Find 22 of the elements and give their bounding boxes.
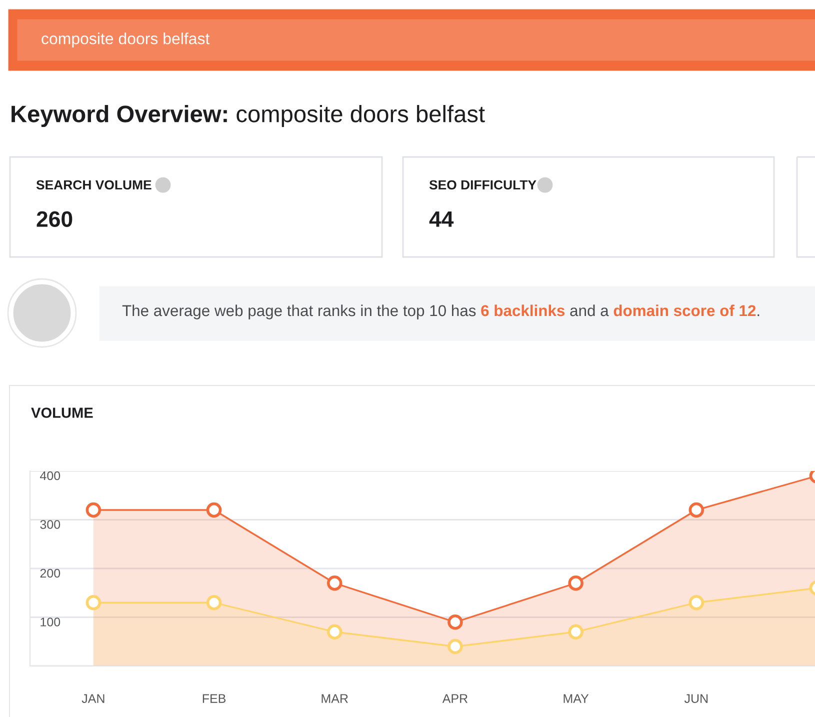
text: 6 backlinks bbox=[481, 304, 565, 316]
y-tick-label: 400 bbox=[40, 471, 60, 480]
text: SEO DIFFICULTY bbox=[429, 180, 536, 190]
text: composite doors belfast bbox=[42, 32, 210, 48]
chart-title: VOLUME bbox=[31, 408, 93, 418]
text: domain score of 12 bbox=[614, 304, 756, 316]
x-tick-label: JUN bbox=[684, 694, 708, 703]
text: 260 bbox=[36, 211, 72, 227]
y-tick-label: 300 bbox=[40, 520, 60, 529]
text: and a bbox=[570, 304, 609, 316]
x-tick-label: APR bbox=[442, 694, 468, 703]
text: The average web page that ranks in the top 10 has bbox=[122, 304, 476, 320]
text: Keyword Overview: composite doors belfast bbox=[12, 104, 485, 128]
x-tick-label: MAR bbox=[322, 694, 348, 703]
y-tick-label: 100 bbox=[40, 618, 60, 626]
y-tick-label: 200 bbox=[40, 568, 60, 578]
text: . bbox=[758, 314, 760, 316]
x-tick-label: MAY bbox=[564, 694, 589, 703]
text: 44 bbox=[429, 211, 454, 227]
x-tick-label: JAN bbox=[82, 694, 104, 703]
x-tick-label: FEB bbox=[202, 694, 226, 703]
text: SEARCH VOLUME bbox=[36, 180, 152, 190]
